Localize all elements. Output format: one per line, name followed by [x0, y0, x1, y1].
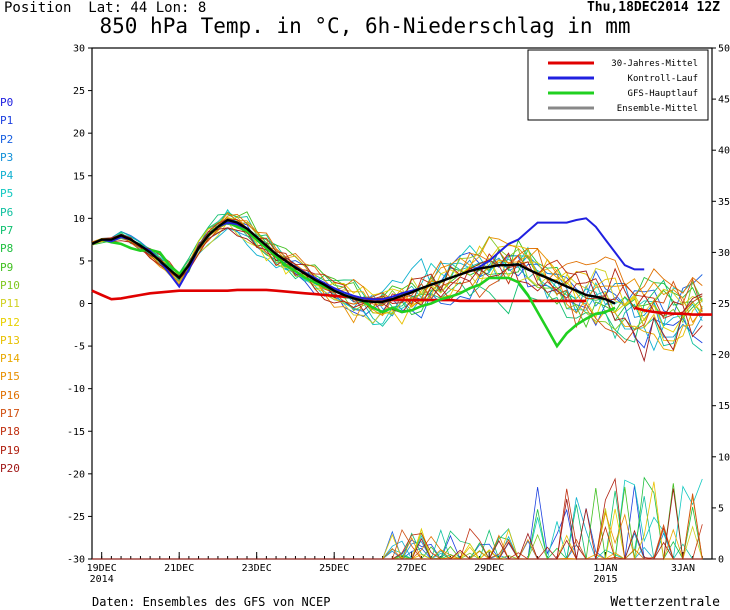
legend-label: 30-Jahres-Mittel — [611, 59, 698, 69]
x-tick-label: 27DEC — [397, 563, 427, 574]
y-right-tick-label: 35 — [718, 197, 730, 208]
member-label-p7: P7 — [0, 224, 14, 238]
y-right-tick-label: 45 — [718, 95, 730, 106]
chart-title: 850 hPa Temp. in °C, 6h-Niederschlag in … — [99, 14, 631, 38]
member-label-p2: P2 — [0, 132, 14, 146]
plot-frame — [91, 47, 713, 560]
y-right-tick-label: 0 — [718, 555, 724, 566]
member-label-p18: P18 — [0, 425, 20, 439]
y-left-tick-label: 25 — [73, 86, 85, 97]
member-precip-line — [92, 488, 703, 560]
x-tick-sublabel: 2015 — [593, 574, 617, 585]
y-left-tick-label: 20 — [73, 129, 85, 140]
member-precip-line — [92, 493, 703, 560]
y-left-tick-label: -15 — [67, 427, 85, 438]
y-left-tick-label: -5 — [73, 342, 85, 353]
member-label-p6: P6 — [0, 205, 14, 219]
y-left-tick-label: 30 — [73, 44, 85, 55]
x-tick-label: 25DEC — [319, 563, 349, 574]
member-precip-line — [92, 490, 703, 560]
data-source: Daten: Ensembles des GFS von NCEP — [92, 595, 331, 609]
member-label-p0: P0 — [0, 96, 14, 109]
legend-label: Ensemble-Mittel — [617, 104, 698, 114]
member-temp-line — [91, 219, 703, 333]
member-precip-line — [92, 497, 703, 560]
legend-label: GFS-Hauptlauf — [628, 89, 698, 99]
x-tick-label: 1JAN — [593, 563, 617, 574]
y-right-tick-label: 5 — [718, 503, 724, 514]
x-tick-sublabel: 2014 — [90, 574, 114, 585]
member-label-p16: P16 — [0, 388, 20, 402]
member-precip-line — [92, 496, 703, 560]
y-left-tick-label: -30 — [67, 555, 85, 566]
member-label-p20: P20 — [0, 461, 20, 475]
y-left-tick-label: 0 — [79, 299, 85, 310]
member-label-p17: P17 — [0, 407, 20, 421]
member-label-p11: P11 — [0, 297, 20, 311]
control-run-line — [91, 217, 645, 301]
y-right-tick-label: 30 — [718, 248, 730, 259]
y-left-tick-label: -20 — [67, 469, 85, 480]
member-label-p5: P5 — [0, 187, 14, 201]
run-datestamp: Thu,18DEC2014 12Z — [586, 0, 720, 15]
x-tick-label: 19DEC — [87, 563, 117, 574]
member-temp-line — [91, 227, 703, 338]
position-label: Position Lat: 44 Lon: 8 — [4, 0, 207, 16]
member-label-p15: P15 — [0, 370, 20, 384]
member-precip-line — [92, 495, 703, 560]
y-right-tick-label: 50 — [718, 44, 730, 55]
member-temp-line — [91, 217, 703, 349]
member-list: P0 P1 P2 P3 P4 P5 P6 P7 P8 P9 P10 P11 P12 P13 P14 P15 P1… — [0, 96, 30, 480]
member-label-p19: P19 — [0, 443, 20, 457]
climate-mean-line — [91, 288, 712, 316]
y-right-tick-label: 40 — [718, 146, 730, 157]
brand-label: Wetterzentrale — [610, 595, 720, 610]
y-left-tick-label: 10 — [73, 214, 85, 225]
x-tick-label: 21DEC — [164, 563, 194, 574]
y-left-tick-label: 5 — [79, 256, 85, 267]
member-label-p3: P3 — [0, 150, 14, 164]
y-right-tick-label: 25 — [718, 299, 730, 310]
y-left-tick-label: -25 — [67, 512, 85, 523]
member-label-p12: P12 — [0, 315, 20, 329]
member-label-p4: P4 — [0, 169, 14, 183]
y-right-tick-label: 15 — [718, 401, 730, 412]
member-label-p10: P10 — [0, 278, 20, 292]
x-tick-label: 29DEC — [474, 563, 504, 574]
x-tick-label: 3JAN — [671, 563, 695, 574]
ensemble-mean-line — [91, 218, 616, 305]
y-right-tick-label: 10 — [718, 452, 730, 463]
member-label-p8: P8 — [0, 242, 14, 256]
y-left-tick-label: -10 — [67, 384, 85, 395]
member-label-p9: P9 — [0, 260, 14, 274]
member-label-p13: P13 — [0, 333, 20, 347]
member-label-p1: P1 — [0, 114, 14, 128]
x-tick-label: 23DEC — [242, 563, 272, 574]
y-left-tick-label: 15 — [73, 171, 85, 182]
member-label-p14: P14 — [0, 352, 20, 366]
y-right-tick-label: 20 — [718, 350, 730, 361]
legend-label: Kontroll-Lauf — [628, 74, 698, 84]
